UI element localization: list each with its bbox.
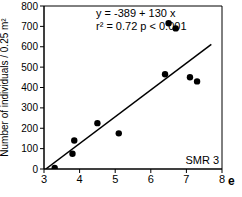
svg-text:800: 800 <box>21 1 38 12</box>
svg-text:200: 200 <box>21 123 38 134</box>
svg-text:7: 7 <box>183 173 189 185</box>
html-text:y = -389 + 130 x: y = -389 + 130 x <box>96 7 176 19</box>
svg-text:100: 100 <box>21 143 38 154</box>
html-text:r² = 0.72 p < 0.001: r² = 0.72 p < 0.001 <box>96 20 187 32</box>
svg-text:700: 700 <box>21 21 38 32</box>
svg-text:4: 4 <box>77 173 83 185</box>
svg-text:500: 500 <box>21 62 38 73</box>
svg-text:Number of individuals / 0.25 m: Number of individuals / 0.25 m² <box>8 18 10 157</box>
svg-text:5: 5 <box>112 173 118 185</box>
svg-text:3: 3 <box>41 173 47 185</box>
svg-text:0: 0 <box>32 164 38 175</box>
svg-text:600: 600 <box>21 41 38 52</box>
svg-text:300: 300 <box>21 102 38 113</box>
svg-text:400: 400 <box>21 82 38 93</box>
svg-text:e: e <box>228 174 234 188</box>
html-text:SMR 3: SMR 3 <box>185 154 219 166</box>
svg-text:6: 6 <box>148 173 154 185</box>
svg-text:8: 8 <box>219 173 225 185</box>
